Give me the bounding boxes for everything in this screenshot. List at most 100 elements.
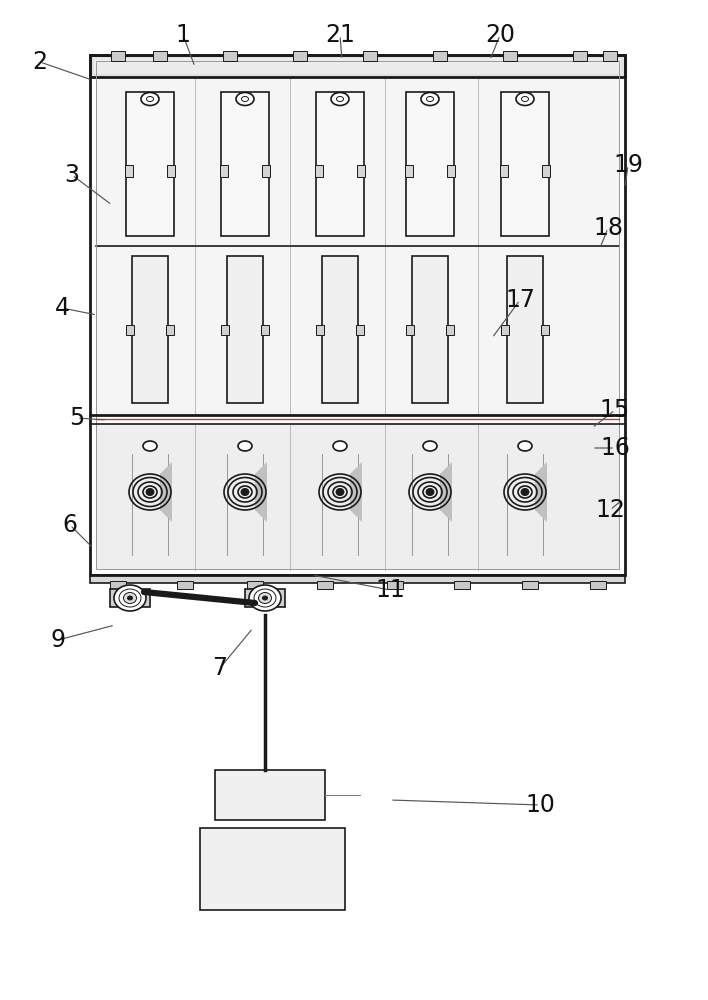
Bar bbox=[132, 256, 168, 403]
Bar bbox=[446, 324, 454, 334]
Bar bbox=[316, 324, 324, 334]
Bar bbox=[406, 324, 414, 334]
Text: 11: 11 bbox=[375, 578, 405, 602]
Ellipse shape bbox=[333, 441, 347, 451]
Ellipse shape bbox=[522, 97, 528, 102]
Bar bbox=[507, 256, 543, 403]
Text: 15: 15 bbox=[600, 398, 630, 422]
Text: 19: 19 bbox=[613, 153, 643, 177]
Text: 5: 5 bbox=[69, 406, 85, 430]
Bar bbox=[501, 92, 549, 236]
Ellipse shape bbox=[147, 97, 154, 102]
Polygon shape bbox=[535, 462, 547, 522]
Bar bbox=[262, 165, 270, 177]
Ellipse shape bbox=[114, 585, 146, 611]
Text: 2: 2 bbox=[33, 50, 47, 74]
Text: 9: 9 bbox=[50, 628, 66, 652]
Bar bbox=[412, 256, 448, 403]
Text: 12: 12 bbox=[595, 498, 625, 522]
Bar bbox=[522, 581, 538, 589]
Bar bbox=[500, 165, 508, 177]
Bar bbox=[447, 165, 455, 177]
Bar bbox=[405, 165, 413, 177]
Bar bbox=[322, 256, 358, 403]
Ellipse shape bbox=[518, 441, 532, 451]
Bar bbox=[111, 51, 125, 61]
Ellipse shape bbox=[236, 93, 254, 105]
Ellipse shape bbox=[258, 592, 271, 603]
Bar bbox=[227, 256, 263, 403]
Bar bbox=[215, 770, 325, 820]
Bar bbox=[90, 575, 625, 583]
Bar bbox=[316, 92, 364, 236]
Bar bbox=[501, 324, 509, 334]
Bar bbox=[503, 51, 517, 61]
Bar bbox=[357, 165, 365, 177]
Bar bbox=[573, 51, 587, 61]
Bar bbox=[293, 51, 307, 61]
Bar bbox=[90, 55, 625, 77]
Bar bbox=[542, 165, 550, 177]
Text: 18: 18 bbox=[593, 216, 623, 240]
Ellipse shape bbox=[263, 596, 268, 600]
Bar bbox=[315, 165, 323, 177]
Ellipse shape bbox=[141, 93, 159, 105]
Bar bbox=[153, 51, 167, 61]
Bar bbox=[110, 581, 126, 589]
Bar bbox=[220, 165, 228, 177]
Bar bbox=[96, 77, 619, 415]
Bar bbox=[200, 828, 345, 910]
Ellipse shape bbox=[336, 97, 343, 102]
Text: 20: 20 bbox=[485, 23, 515, 47]
Bar bbox=[126, 92, 174, 236]
Bar bbox=[247, 581, 263, 589]
Text: 1: 1 bbox=[176, 23, 190, 47]
Bar bbox=[96, 61, 619, 569]
Ellipse shape bbox=[119, 589, 141, 607]
Bar bbox=[177, 581, 193, 589]
Ellipse shape bbox=[254, 589, 276, 607]
Bar bbox=[603, 51, 617, 61]
Bar bbox=[245, 589, 285, 607]
Bar bbox=[454, 581, 470, 589]
Bar bbox=[387, 581, 403, 589]
Polygon shape bbox=[255, 462, 267, 522]
Text: 10: 10 bbox=[525, 793, 555, 817]
Bar bbox=[167, 165, 175, 177]
Ellipse shape bbox=[331, 93, 349, 105]
Bar bbox=[221, 92, 269, 236]
Ellipse shape bbox=[241, 488, 249, 495]
Ellipse shape bbox=[421, 93, 439, 105]
Bar bbox=[433, 51, 447, 61]
Text: 7: 7 bbox=[212, 656, 227, 680]
Ellipse shape bbox=[423, 441, 437, 451]
Bar bbox=[363, 51, 377, 61]
Polygon shape bbox=[160, 462, 172, 522]
Bar bbox=[166, 324, 174, 334]
Bar bbox=[96, 424, 619, 570]
Text: 6: 6 bbox=[62, 513, 77, 537]
Text: 4: 4 bbox=[55, 296, 69, 320]
Ellipse shape bbox=[143, 441, 157, 451]
Bar bbox=[90, 55, 625, 575]
Ellipse shape bbox=[127, 596, 132, 600]
Ellipse shape bbox=[516, 93, 534, 105]
Ellipse shape bbox=[426, 97, 433, 102]
Bar bbox=[261, 324, 269, 334]
Text: 21: 21 bbox=[325, 23, 355, 47]
Text: 17: 17 bbox=[505, 288, 535, 312]
Ellipse shape bbox=[146, 488, 154, 495]
Text: 3: 3 bbox=[64, 163, 79, 187]
Polygon shape bbox=[350, 462, 362, 522]
Ellipse shape bbox=[238, 441, 252, 451]
Bar bbox=[125, 165, 133, 177]
Ellipse shape bbox=[123, 592, 137, 603]
Ellipse shape bbox=[426, 488, 434, 495]
Bar bbox=[94, 58, 621, 74]
Ellipse shape bbox=[241, 97, 249, 102]
Bar bbox=[590, 581, 606, 589]
Bar bbox=[317, 581, 333, 589]
Bar bbox=[110, 589, 150, 607]
Bar bbox=[223, 51, 237, 61]
Ellipse shape bbox=[249, 585, 281, 611]
